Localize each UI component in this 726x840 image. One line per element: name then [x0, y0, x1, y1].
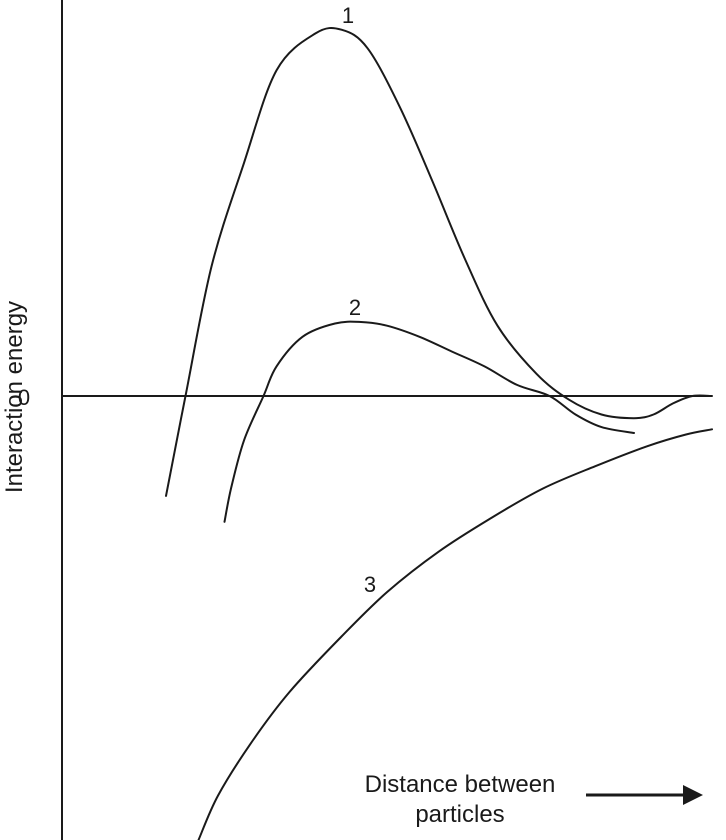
series-line-3 — [197, 428, 713, 840]
series-label-1: 1 — [342, 3, 354, 28]
series-line-2 — [223, 320, 635, 523]
y-tick-label-zero: 0 — [18, 385, 30, 410]
series-layer — [165, 26, 713, 840]
y-axis-label: Interaction energy — [1, 301, 28, 493]
series-line-1 — [165, 26, 713, 497]
series-label-3: 3 — [364, 572, 376, 597]
right-arrow-icon — [586, 785, 703, 805]
x-axis-label-line-1: Distance between — [365, 771, 556, 798]
series-label-2: 2 — [349, 295, 361, 320]
x-axis-label-line-2: particles — [415, 801, 504, 828]
